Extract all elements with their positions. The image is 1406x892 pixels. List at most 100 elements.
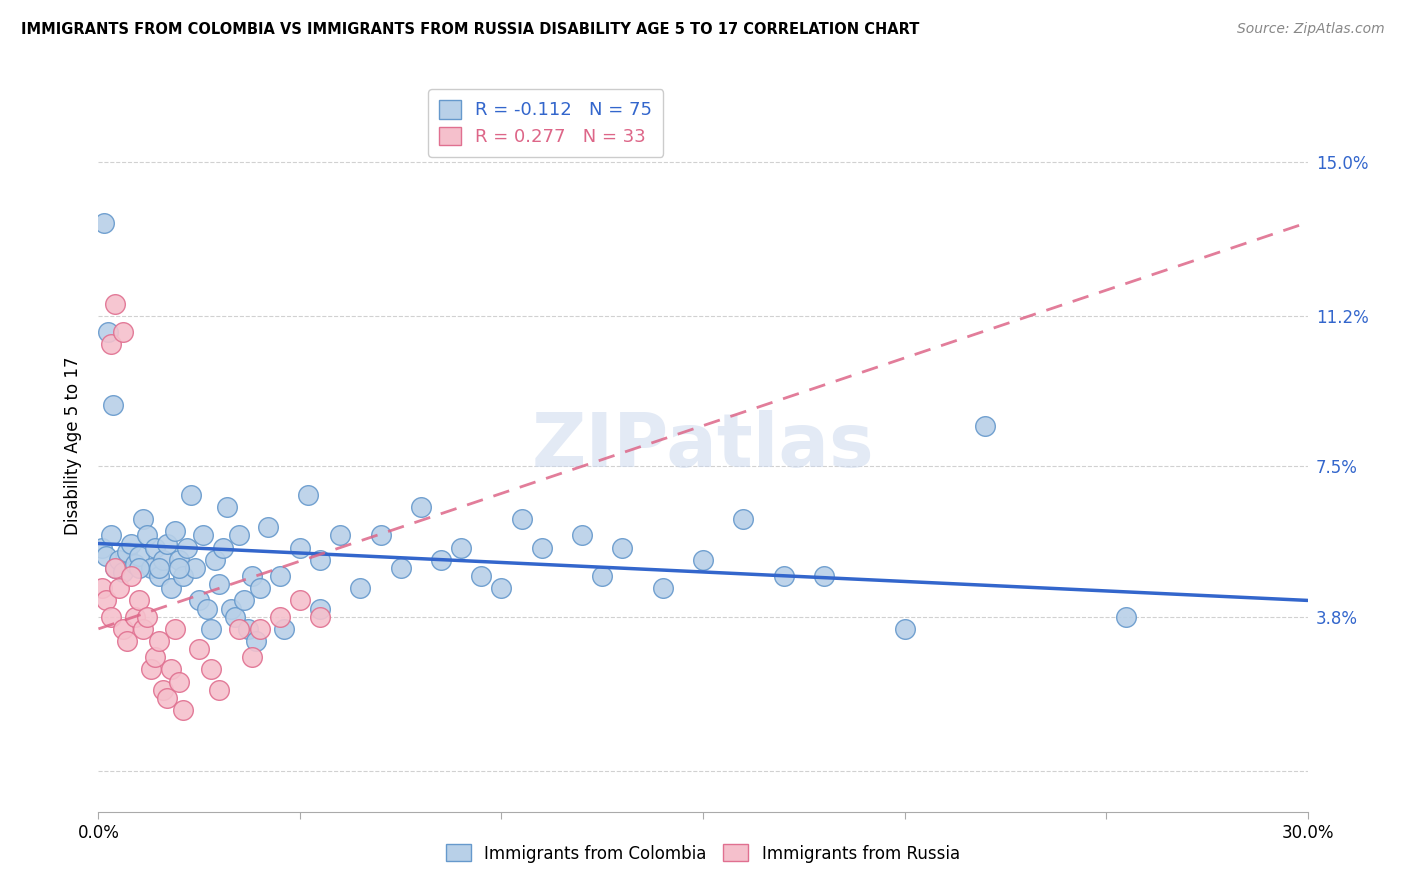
Point — [297, 488, 319, 502]
Point — [228, 528, 250, 542]
Point — [148, 634, 170, 648]
Point — [309, 601, 332, 615]
Point — [100, 528, 122, 542]
Point — [167, 674, 190, 689]
Point — [100, 609, 122, 624]
Point — [245, 634, 267, 648]
Point — [224, 609, 246, 624]
Point — [184, 561, 207, 575]
Point — [491, 581, 513, 595]
Point — [273, 622, 295, 636]
Point — [651, 581, 673, 595]
Point — [143, 541, 166, 555]
Point — [217, 500, 239, 514]
Point — [124, 609, 146, 624]
Point — [91, 541, 114, 555]
Point — [97, 325, 120, 339]
Point — [309, 609, 332, 624]
Point — [115, 544, 138, 558]
Point — [212, 541, 235, 555]
Point — [124, 557, 146, 571]
Point — [232, 593, 254, 607]
Point — [228, 622, 250, 636]
Y-axis label: Disability Age 5 to 17: Disability Age 5 to 17 — [65, 357, 83, 535]
Point — [148, 569, 170, 583]
Point — [204, 553, 226, 567]
Point — [256, 520, 278, 534]
Point — [470, 569, 492, 583]
Point — [974, 418, 997, 433]
Point — [309, 553, 332, 567]
Point — [152, 553, 174, 567]
Point — [172, 569, 194, 583]
Point — [510, 512, 533, 526]
Point — [128, 561, 150, 575]
Point — [152, 682, 174, 697]
Point — [772, 569, 794, 583]
Point — [148, 561, 170, 575]
Point — [120, 536, 142, 550]
Point — [288, 541, 311, 555]
Point — [101, 398, 124, 412]
Point — [156, 690, 179, 705]
Point — [132, 622, 155, 636]
Point — [188, 593, 211, 607]
Point — [156, 536, 179, 550]
Point — [103, 561, 125, 575]
Point — [269, 609, 291, 624]
Point — [91, 581, 114, 595]
Point — [135, 609, 157, 624]
Point — [249, 581, 271, 595]
Point — [329, 528, 352, 542]
Point — [269, 569, 291, 583]
Point — [167, 553, 190, 567]
Point — [100, 337, 122, 351]
Point — [160, 663, 183, 677]
Point — [176, 541, 198, 555]
Point — [571, 528, 593, 542]
Point — [733, 512, 755, 526]
Point — [107, 581, 129, 595]
Point — [160, 581, 183, 595]
Point — [111, 622, 134, 636]
Point — [139, 663, 162, 677]
Text: Source: ZipAtlas.com: Source: ZipAtlas.com — [1237, 22, 1385, 37]
Point — [115, 634, 138, 648]
Point — [103, 561, 125, 575]
Point — [132, 512, 155, 526]
Text: IMMIGRANTS FROM COLOMBIA VS IMMIGRANTS FROM RUSSIA DISABILITY AGE 5 TO 17 CORREL: IMMIGRANTS FROM COLOMBIA VS IMMIGRANTS F… — [21, 22, 920, 37]
Point — [430, 553, 453, 567]
Point — [249, 622, 271, 636]
Point — [240, 569, 263, 583]
Point — [370, 528, 392, 542]
Point — [692, 553, 714, 567]
Point — [813, 569, 835, 583]
Point — [103, 297, 125, 311]
Point — [111, 565, 134, 579]
Point — [163, 524, 186, 539]
Point — [409, 500, 432, 514]
Point — [612, 541, 634, 555]
Point — [172, 703, 194, 717]
Point — [135, 528, 157, 542]
Text: ZIPatlas: ZIPatlas — [531, 409, 875, 483]
Point — [349, 581, 371, 595]
Point — [111, 325, 134, 339]
Point — [530, 541, 553, 555]
Point — [195, 601, 218, 615]
Point — [107, 553, 129, 567]
Point — [96, 593, 118, 607]
Point — [193, 528, 215, 542]
Point — [893, 622, 915, 636]
Point — [163, 622, 186, 636]
Point — [208, 682, 231, 697]
Point — [180, 488, 202, 502]
Point — [236, 622, 259, 636]
Point — [1115, 609, 1137, 624]
Point — [93, 215, 115, 229]
Point — [143, 650, 166, 665]
Legend: Immigrants from Colombia, Immigrants from Russia: Immigrants from Colombia, Immigrants fro… — [440, 838, 966, 869]
Point — [128, 549, 150, 563]
Point — [167, 561, 190, 575]
Point — [200, 622, 222, 636]
